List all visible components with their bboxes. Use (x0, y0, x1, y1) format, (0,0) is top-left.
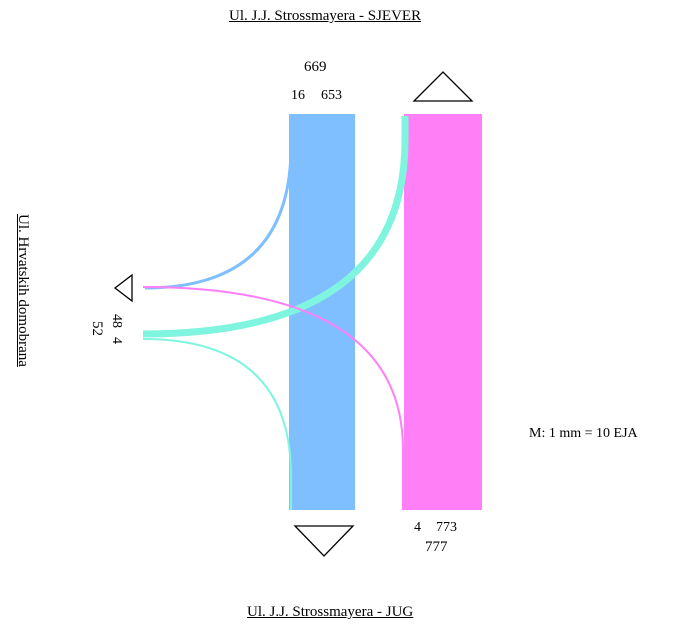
south-left-count: 4 (414, 520, 421, 535)
north-street-title: Ul. J.J. Strossmayera - SJEVER (229, 8, 422, 24)
south-right-turn-flow (142, 286, 404, 510)
south-total-count: 777 (425, 539, 448, 555)
west-total-count: 52 (89, 321, 105, 336)
south-direction-triangle (293, 525, 355, 557)
north-direction-triangle (412, 71, 474, 102)
north-left-count: 16 (291, 88, 305, 103)
north-total-count: 669 (304, 59, 327, 75)
west-direction-triangle (113, 273, 133, 303)
west-right-count: 48 (109, 314, 124, 328)
west-left-turn-flow (142, 116, 409, 338)
south-through-band (404, 114, 482, 510)
north-through-band (289, 114, 355, 510)
west-right-turn-flow (142, 338, 292, 510)
south-through-count: 773 (436, 520, 457, 535)
north-through-count: 653 (321, 88, 342, 103)
south-street-title: Ul. J.J. Strossmayera - JUG (247, 604, 414, 620)
scale-label: M: 1 mm = 10 EJA (529, 426, 638, 441)
north-left-turn-flow (144, 149, 293, 290)
west-left-count: 4 (109, 337, 124, 344)
west-street-title: Ul. Hrvatskih domobrana (15, 214, 31, 367)
